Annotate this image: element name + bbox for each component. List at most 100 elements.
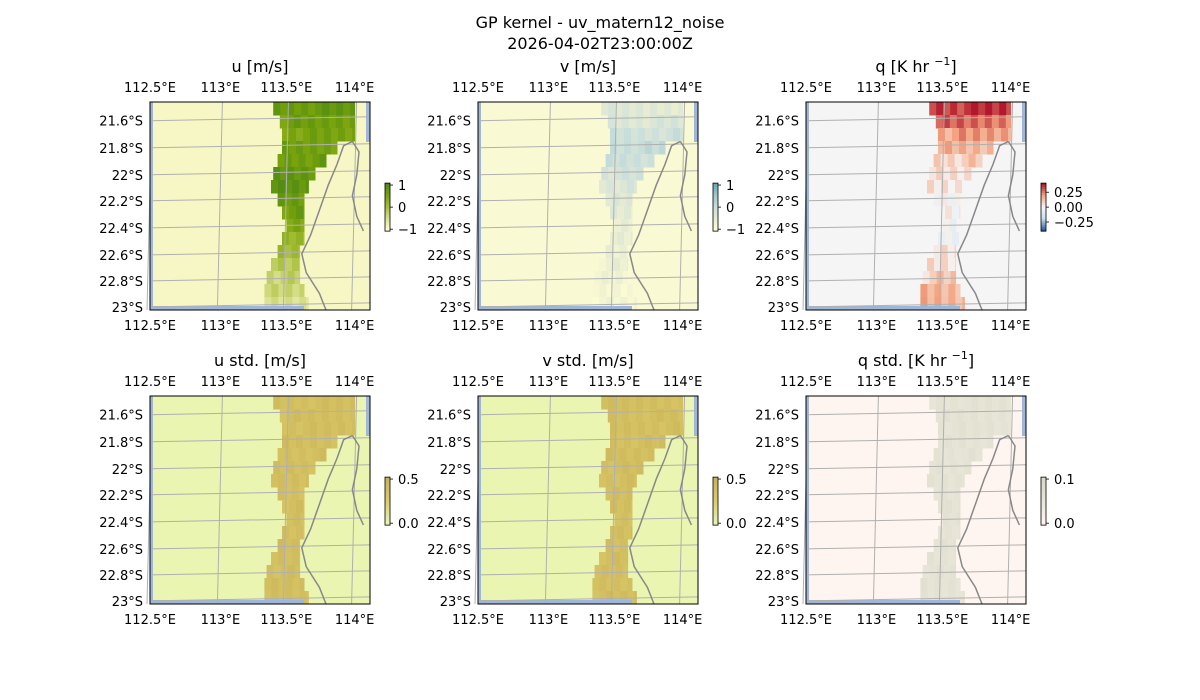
lon-tick-label-top: 113°E — [529, 81, 569, 96]
heatmap-cell — [289, 232, 297, 246]
heatmap-cell — [285, 297, 293, 311]
heatmap-cell — [615, 396, 623, 410]
heatmap-cell — [331, 141, 338, 155]
heatmap-cell — [645, 422, 653, 436]
heatmap-cell — [624, 526, 632, 540]
heatmap-cell — [608, 396, 616, 410]
colorbar-segment — [713, 189, 718, 192]
heatmap-cell — [935, 409, 944, 423]
colorbar-segment — [1041, 501, 1046, 504]
heatmap-cell — [628, 513, 633, 527]
lon-tick-label-top: 113.5°E — [588, 81, 640, 96]
heatmap-cell — [279, 409, 288, 423]
ocean-edge-left — [150, 396, 153, 604]
colorbar-segment — [1041, 203, 1046, 206]
gridline-lat — [805, 596, 1027, 602]
coastline — [629, 434, 681, 605]
colorbar-segment — [1041, 225, 1046, 228]
heatmap-cell — [292, 258, 300, 272]
colorbar-segment — [713, 493, 718, 496]
heatmap-cell — [331, 422, 339, 436]
heatmap-cell — [627, 258, 629, 272]
heatmap-cell — [291, 193, 300, 207]
heatmap-cell — [306, 180, 309, 194]
heatmap-cell — [622, 396, 630, 410]
axes-frame — [805, 395, 1027, 605]
lat-tick-label: 22.6°S — [427, 543, 471, 558]
heatmap-cell — [296, 422, 304, 436]
heatmap-cell — [957, 396, 965, 410]
heatmap-cell — [994, 128, 1002, 142]
lat-tick-label: 22.8°S — [427, 275, 471, 290]
colorbar-segment — [385, 501, 390, 504]
colorbar-tick-label: −1 — [398, 223, 417, 238]
gridline-lat — [149, 143, 371, 149]
heatmap-cell — [612, 193, 621, 207]
heatmap-cell — [299, 474, 307, 488]
lat-tick-label: 22°S — [112, 169, 143, 184]
heatmap-cell — [606, 284, 614, 298]
heatmap-cell — [289, 128, 297, 142]
gridline-lat — [149, 223, 371, 229]
heatmap-cell — [966, 422, 974, 436]
ocean-edge-left — [478, 396, 481, 604]
coastline-peninsula — [1007, 435, 1021, 526]
heatmap-cell — [659, 128, 667, 142]
heatmap-cell — [278, 284, 286, 298]
heatmap-cell — [592, 578, 600, 592]
colorbar-tick-label: 0.00 — [1054, 201, 1083, 216]
colorbar-segment — [713, 223, 718, 226]
heatmap-cell — [321, 115, 330, 129]
heatmap-cell — [312, 448, 321, 462]
heatmap-cell — [280, 102, 288, 116]
coastline-peninsula — [679, 141, 693, 232]
heatmap-cell — [601, 102, 609, 116]
heatmap-cell — [619, 193, 628, 207]
heatmap-cell — [605, 245, 614, 259]
colorbar-segment — [385, 495, 390, 498]
heatmap-cell — [284, 193, 293, 207]
colorbar-segment — [713, 203, 718, 206]
colorbar-tick-label: 0.1 — [1054, 473, 1075, 488]
heatmap-cell — [620, 284, 628, 298]
colorbar-segment — [1041, 217, 1046, 220]
colorbar-segment — [1041, 503, 1046, 506]
heatmap-cell — [610, 128, 618, 142]
colorbar-segment — [385, 183, 390, 186]
heatmap-cell — [945, 500, 953, 514]
gridline-lon — [544, 101, 551, 311]
heatmap-cell — [301, 167, 309, 181]
heatmap-cell — [277, 154, 286, 168]
heatmap-cell — [278, 474, 286, 488]
colorbar-segment — [1041, 519, 1046, 522]
heatmap-cell — [933, 154, 942, 168]
heatmap-cell — [938, 141, 946, 155]
colorbar-segment — [1041, 521, 1046, 524]
colorbar-tick-label: 0.0 — [398, 517, 419, 532]
heatmap-cell — [945, 206, 953, 220]
ocean-edge-left — [806, 102, 809, 310]
colorbar-segment — [385, 483, 390, 486]
heatmap-cell — [936, 461, 944, 475]
heatmap-cell — [624, 232, 632, 246]
heatmap-cell — [652, 422, 660, 436]
heatmap-cell — [947, 154, 956, 168]
lat-tick-label: 21.8°S — [755, 436, 799, 451]
heatmap-cell — [927, 258, 935, 272]
heatmap-cell — [673, 128, 681, 142]
lon-tick-label-top: 112.5°E — [780, 375, 832, 390]
colorbar-segment — [713, 511, 718, 514]
heatmap-cell — [296, 526, 304, 540]
heatmap-cell — [985, 396, 993, 410]
colorbar-segment — [1041, 517, 1046, 520]
heatmap-cell — [613, 284, 621, 298]
ocean-edge-bottom — [150, 306, 304, 310]
heatmap-cell — [987, 128, 995, 142]
heatmap-cell — [293, 219, 301, 233]
heatmap-cell — [328, 409, 337, 423]
panel-title-superscript: −1 — [952, 349, 968, 362]
heatmap-cell — [952, 435, 960, 449]
heatmap-cell — [315, 396, 323, 410]
colorbar-segment — [385, 507, 390, 510]
heatmap-cell — [952, 500, 960, 514]
